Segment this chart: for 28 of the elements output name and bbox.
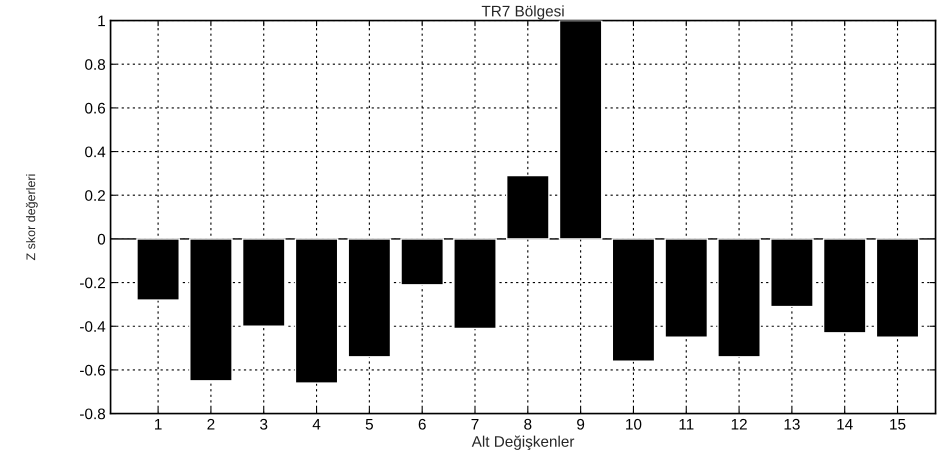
y-tick-label: 0.2	[85, 190, 105, 201]
x-tick-label: 1	[155, 419, 162, 430]
x-tick-label: 11	[679, 419, 694, 430]
x-tick-label: 9	[577, 418, 584, 430]
x-tick-label: 4	[312, 419, 320, 430]
x-tick-label: 12	[732, 418, 747, 430]
y-tick-label: 0.4	[85, 146, 106, 158]
x-tick-label: 2	[207, 418, 214, 430]
x-tick-label: 13	[784, 418, 800, 430]
y-axis-title: Z skor değerleri	[26, 174, 38, 260]
x-tick-label: 15	[890, 419, 906, 430]
x-tick-label: 14	[837, 419, 853, 430]
y-tick-label: 0.8	[85, 59, 106, 70]
x-axis-title: Alt Değişkenler	[472, 435, 574, 450]
y-tick-label: 0.6	[85, 102, 106, 114]
y-tick-label: -0.6	[80, 364, 106, 376]
chart-title: TR7 Bölgesi	[482, 5, 564, 20]
x-tick-label: 6	[418, 418, 426, 430]
y-tick-label: 0	[98, 234, 106, 245]
y-tick-label: -0.2	[80, 277, 105, 288]
x-tick-label: 10	[626, 418, 642, 430]
x-tick-label: 7	[472, 419, 478, 430]
x-tick-label: 8	[524, 418, 532, 430]
x-tick-label: 5	[366, 419, 373, 430]
x-tick-label: 3	[260, 418, 268, 430]
y-tick-label: -0.8	[80, 408, 106, 420]
y-tick-label: 1	[98, 16, 105, 26]
y-tick-label: -0.4	[80, 321, 106, 332]
